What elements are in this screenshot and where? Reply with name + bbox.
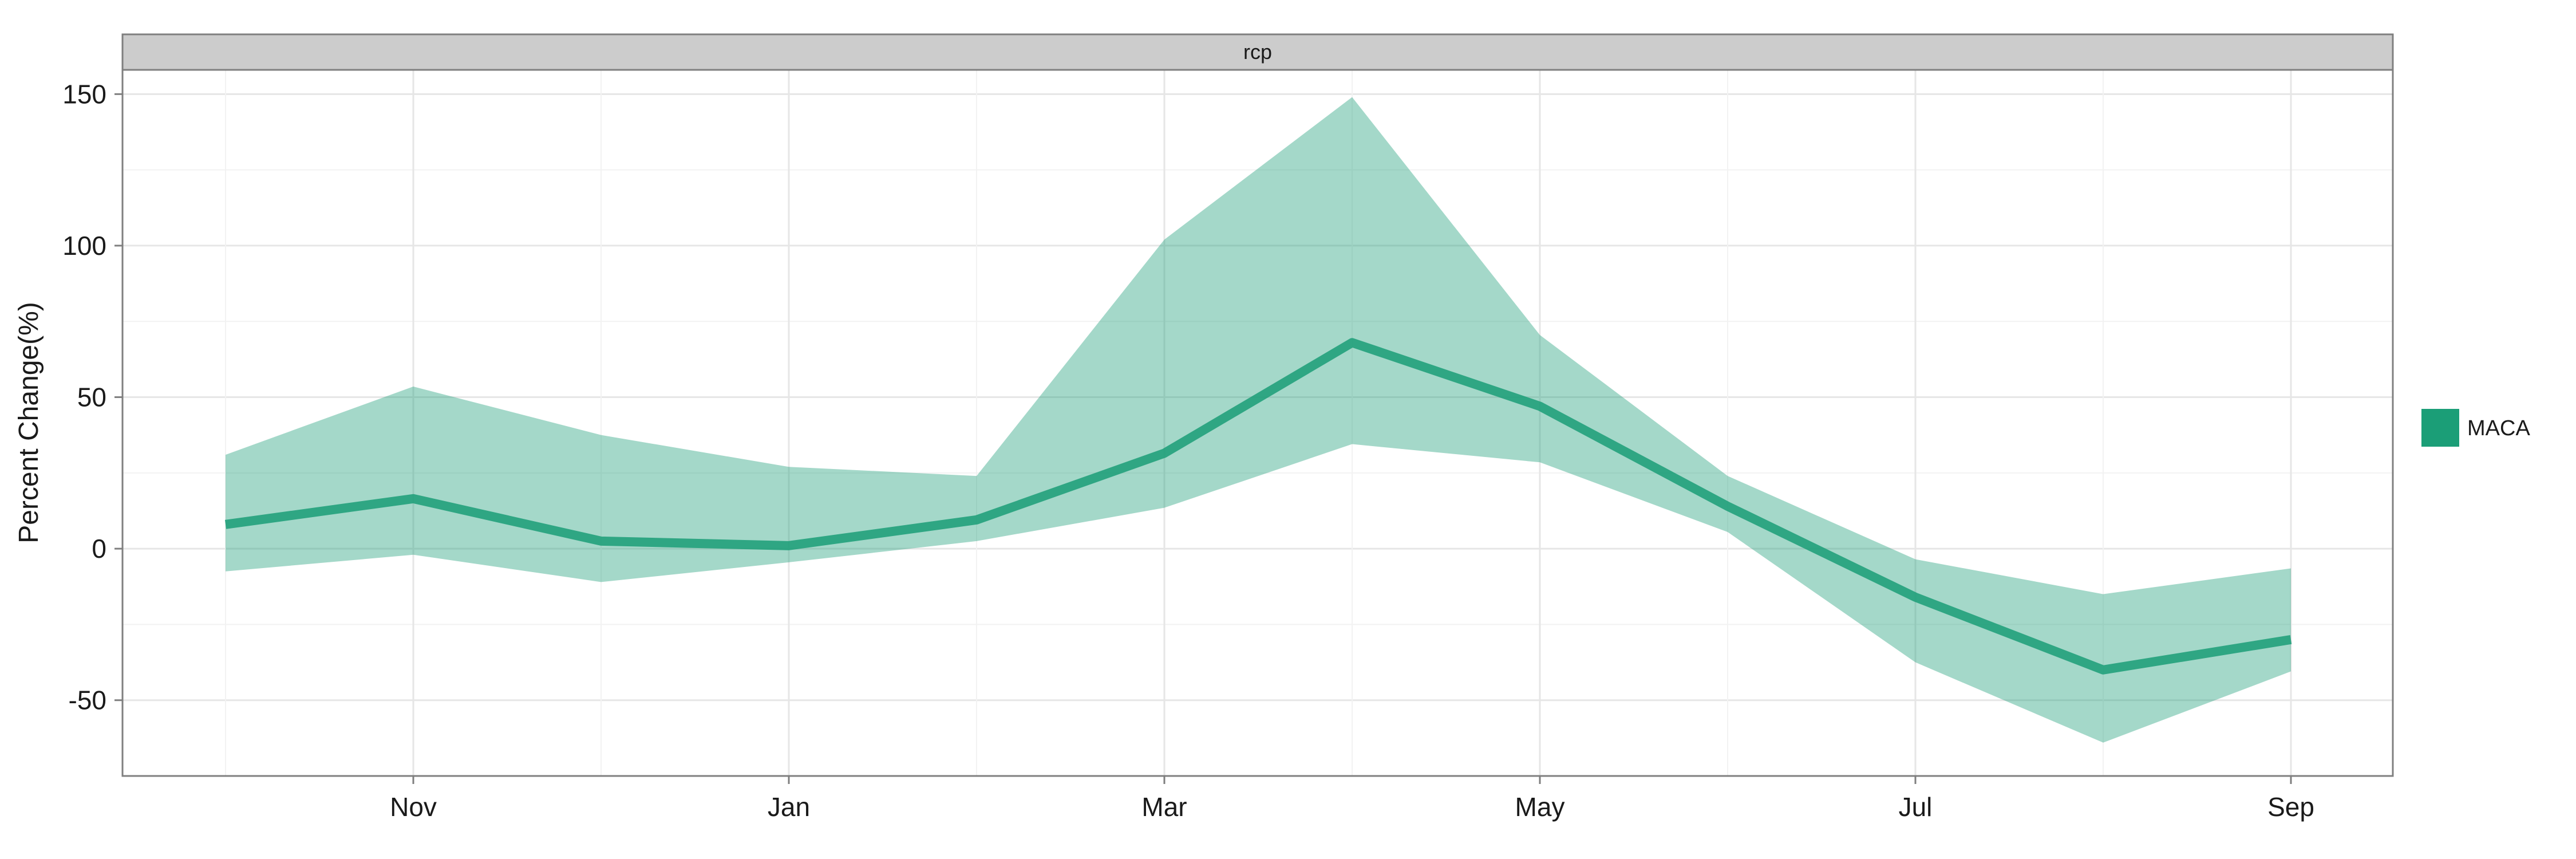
data-point (2103, 669, 2104, 671)
data-point (1915, 597, 1916, 598)
x-tick-label: Nov (390, 792, 437, 822)
line-layer (224, 338, 2292, 675)
data-point (1352, 342, 1353, 343)
line-maca (224, 338, 2292, 675)
data-point (1164, 452, 1165, 454)
x-tick-label: Mar (1141, 792, 1187, 822)
x-tick-label: Jan (768, 792, 810, 822)
ribbon-layer (226, 97, 2291, 743)
data-point (225, 524, 226, 525)
y-tick-label: -50 (69, 685, 106, 715)
facet-strip-label: rcp (1243, 40, 1272, 64)
data-point (600, 541, 602, 542)
data-point (976, 519, 977, 521)
y-axis: 150 100 50 0 -50 (62, 79, 123, 715)
legend: MACA (2419, 407, 2530, 448)
y-tick-label: 100 (62, 231, 106, 261)
y-tick-label: 0 (92, 534, 106, 564)
x-tick-label: Sep (2267, 792, 2314, 822)
x-tick-label: May (1515, 792, 1565, 822)
y-tick-label: 150 (62, 79, 106, 109)
data-point (413, 498, 414, 499)
grid (123, 70, 2393, 777)
legend-swatch (2421, 409, 2459, 447)
facet-strip (121, 33, 2394, 71)
data-point (1727, 506, 1728, 507)
panel-background (123, 70, 2393, 776)
ribbon-maca (226, 97, 2291, 743)
legend-label: MACA (2467, 416, 2530, 440)
data-point (1539, 405, 1540, 407)
y-axis-title: Percent Change(%) (14, 302, 44, 543)
x-axis: Nov Jan Mar May Jul Sep (390, 776, 2314, 822)
data-point (788, 545, 789, 546)
y-tick-label: 50 (77, 383, 106, 412)
x-tick-label: Jul (1899, 792, 1933, 822)
data-point (2290, 639, 2291, 640)
